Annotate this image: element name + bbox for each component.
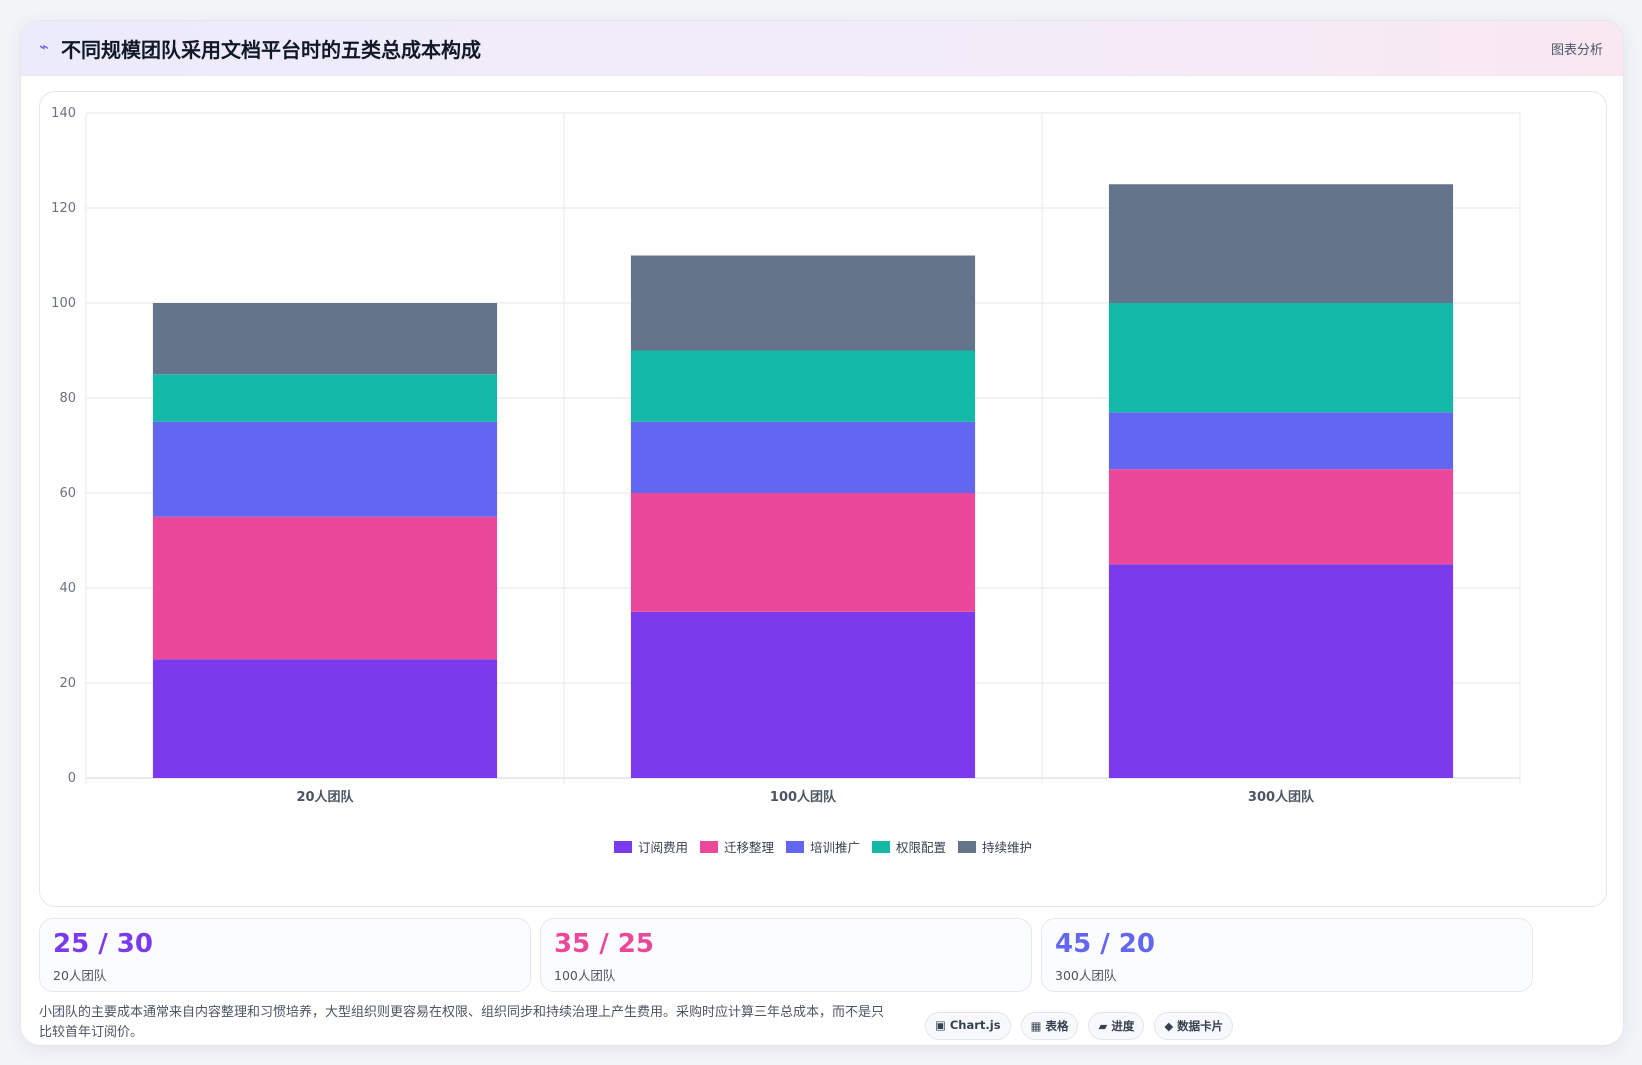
legend-item[interactable]: 持续维护 [958,837,1032,856]
footer-note: 小团队的主要成本通常来自内容整理和习惯培养，大型组织则更容易在权限、组织同步和持… [39,1005,885,1040]
legend-swatch [958,840,977,853]
chart-analysis-tag: 图表分析 [1550,43,1603,58]
bar-segment [630,493,976,612]
y-tick-label: 60 [59,486,76,501]
bar-segment [1108,469,1454,565]
bar-segment [1108,412,1454,470]
y-tick-label: 80 [59,391,76,406]
chip-data-card[interactable]: ◆ 数据卡片 [1154,1012,1234,1040]
stat-value: 35 / 25 [554,929,654,959]
legend-item[interactable]: 权限配置 [872,837,946,856]
x-tick-label: 20人团队 [296,789,354,805]
stat-value: 25 / 30 [53,929,153,959]
chart-card: ⌁ 不同规模团队采用文档平台时的五类总成本构成 图表分析 0 20 40 60 80 10… [20,20,1624,1046]
bar-segment [152,374,498,422]
stat-cards: 25 / 30 20人团队 35 / 25 100人团队 45 / 20 300… [39,918,1605,992]
chip-progress[interactable]: ▰ 进度 [1088,1012,1145,1040]
stat-label: 20人团队 [53,968,107,983]
legend-swatch [785,840,804,853]
stat-card-100: 35 / 25 100人团队 [540,918,1032,992]
bar-segment [630,421,976,493]
bar-segment [630,611,976,778]
bar-segment [152,303,498,375]
stat-card-300: 45 / 20 300人团队 [1041,918,1533,992]
y-tick-label: 0 [68,771,76,786]
stat-value: 45 / 20 [1055,929,1155,959]
legend-label: 订阅费用 [637,840,688,855]
legend-item[interactable]: 迁移整理 [699,837,774,856]
bar-segment [630,350,976,422]
y-tick-label: 100 [51,296,76,311]
bar-segment [152,659,498,778]
y-tick-label: 140 [51,106,76,121]
card-header: ⌁ 不同规模团队采用文档平台时的五类总成本构成 图表分析 [21,21,1623,76]
stat-label: 300人团队 [1055,968,1117,983]
bar-segment [152,516,498,660]
stacked-bar-chart: 0 20 40 60 80 100 120 140 20人团队 100人团队 300人团队 [51,106,1521,805]
legend-swatch [699,840,718,853]
legend-label: 权限配置 [896,840,947,855]
legend-label: 迁移整理 [723,840,774,855]
feature-chips: ▣ Chart.js ▦ 表格 ▰ 进度 ◆ 数据卡片 [925,1012,1234,1040]
legend-swatch [872,840,890,853]
chart-container: 0 20 40 60 80 100 120 140 20人团队 100人团队 300人团队 订阅费用… [39,91,1607,907]
chart-icon: ⌁ [39,37,49,56]
chip-chartjs[interactable]: ▣ Chart.js [925,1012,1011,1040]
y-tick-label: 40 [59,581,76,596]
bar-segment [1108,564,1454,778]
y-tick-label: 120 [51,201,76,216]
legend-item[interactable]: 订阅费用 [613,837,688,856]
stat-card-20: 25 / 30 20人团队 [39,918,531,992]
legend-item[interactable]: 培训推广 [785,837,860,856]
bar-segment [152,421,498,517]
legend-swatch [613,840,632,853]
chip-table[interactable]: ▦ 表格 [1020,1012,1079,1040]
x-tick-label: 300人团队 [1248,789,1315,805]
stat-label: 100人团队 [554,968,616,983]
bar-segment [1108,303,1454,413]
y-tick-label: 20 [59,676,76,691]
bar-segment [630,255,976,351]
bar-segment [1108,184,1454,303]
legend-label: 培训推广 [809,840,860,855]
x-tick-label: 100人团队 [770,789,837,805]
legend-label: 持续维护 [982,840,1033,855]
page-title: 不同规模团队采用文档平台时的五类总成本构成 [61,38,481,62]
chart-legend: 订阅费用 迁移整理 培训推广 权限配置 持续维护 [40,837,1606,856]
